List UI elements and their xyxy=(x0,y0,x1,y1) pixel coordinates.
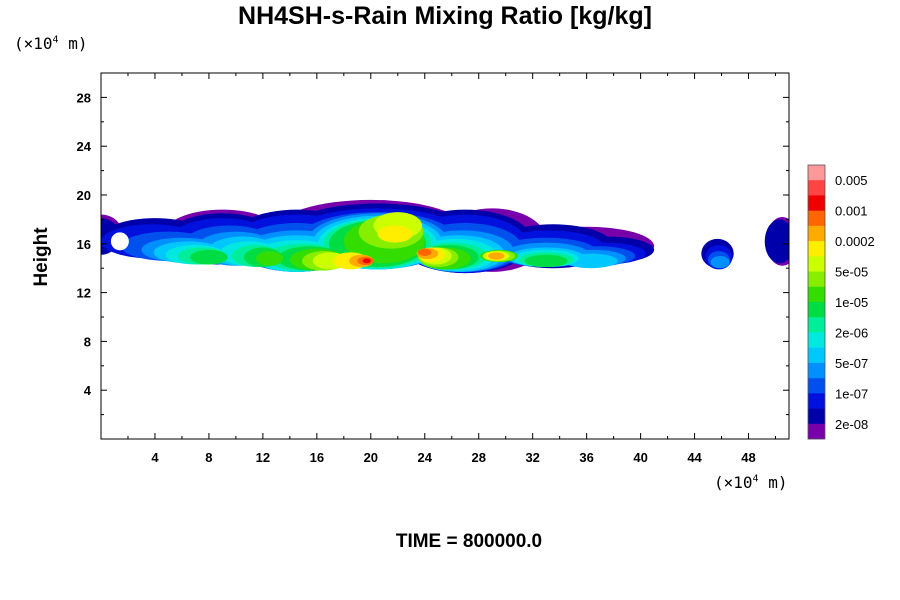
contour-blob xyxy=(418,248,432,256)
y-unit-exponent: 4 xyxy=(52,34,59,46)
colorbar-swatch xyxy=(808,317,825,333)
chart-title: NH4SH-s-Rain Mixing Ratio [kg/kg] xyxy=(238,2,652,30)
field-gap xyxy=(110,232,129,251)
contour-blob xyxy=(362,258,371,264)
colorbar-swatch xyxy=(808,195,825,211)
colorbar-swatch xyxy=(808,393,825,409)
colorbar-label: 1e-05 xyxy=(835,295,868,310)
x-tick-label: 16 xyxy=(310,450,324,465)
colorbar-swatch xyxy=(808,165,825,181)
time-label: TIME = 800000.0 xyxy=(395,531,543,552)
y-tick-label: 24 xyxy=(77,139,92,154)
contour-blob xyxy=(190,249,228,265)
contour-blob xyxy=(764,219,789,264)
colorbar-label: 5e-05 xyxy=(835,265,868,280)
colorbar-swatch xyxy=(808,347,825,364)
y-unit-suffix: m) xyxy=(58,34,88,53)
x-unit-suffix: m) xyxy=(758,473,788,492)
contour-blob xyxy=(256,251,284,266)
y-axis-unit: (×104 m) xyxy=(14,34,87,53)
colorbar-swatch xyxy=(808,408,825,425)
contour-blob xyxy=(710,256,730,269)
x-tick-label: 8 xyxy=(205,450,212,465)
y-tick-label: 28 xyxy=(77,90,91,105)
x-unit-exponent: 4 xyxy=(752,473,759,485)
x-tick-label: 40 xyxy=(633,450,647,465)
colorbar-label: 2e-08 xyxy=(835,417,868,432)
x-tick-label: 32 xyxy=(525,450,539,465)
y-tick-label: 4 xyxy=(84,383,92,398)
x-tick-label: 44 xyxy=(687,450,702,465)
x-unit-prefix: (×10 xyxy=(714,473,753,492)
colorbar-label: 1e-07 xyxy=(835,386,868,401)
colorbar-swatch xyxy=(808,378,825,394)
colorbar-frame xyxy=(807,164,826,440)
x-tick-label: 36 xyxy=(579,450,593,465)
y-tick-label: 12 xyxy=(77,286,91,301)
colorbar-swatch xyxy=(808,286,825,303)
plot-frame xyxy=(100,72,790,440)
y-tick-label: 8 xyxy=(84,334,91,349)
y-tick-label: 20 xyxy=(77,188,91,203)
x-tick-label: 28 xyxy=(471,450,485,465)
contour-field xyxy=(101,199,789,274)
x-tick-label: 24 xyxy=(418,450,433,465)
colorbar-swatch xyxy=(808,180,825,196)
x-axis-unit: (×104 m) xyxy=(714,473,787,492)
colorbar-swatch xyxy=(808,332,825,348)
contour-blob xyxy=(524,254,568,267)
colorbar-swatch xyxy=(808,241,825,257)
x-tick-label: 4 xyxy=(151,450,159,465)
colorbar-legend: 0.005 0.001 0.0002 5e-05 1e-05 2e-06 5e-07 1e-0… xyxy=(807,164,875,440)
colorbar-label: 0.001 xyxy=(835,204,868,219)
colorbar-label: 5e-07 xyxy=(835,356,868,371)
contour-blob xyxy=(377,225,413,243)
colorbar-label: 0.0002 xyxy=(835,234,875,249)
x-tick-label: 20 xyxy=(364,450,378,465)
x-tick-label: 48 xyxy=(741,450,755,465)
colorbar-swatch xyxy=(808,225,825,242)
colorbar-swatch xyxy=(808,210,825,227)
colorbar-swatch xyxy=(808,362,825,379)
colorbar-swatch xyxy=(808,423,825,440)
y-tick-label: 16 xyxy=(77,237,91,252)
y-unit-prefix: (×10 xyxy=(14,34,53,53)
colorbar-label: 0.005 xyxy=(835,173,868,188)
contour-blob xyxy=(488,252,505,260)
x-tick-label: 12 xyxy=(256,450,270,465)
colorbar-swatch xyxy=(808,271,825,288)
colorbar-label: 2e-06 xyxy=(835,325,868,340)
contour-layer xyxy=(362,258,371,264)
colorbar-swatch xyxy=(808,302,825,318)
colorbar-swatch xyxy=(808,256,825,272)
